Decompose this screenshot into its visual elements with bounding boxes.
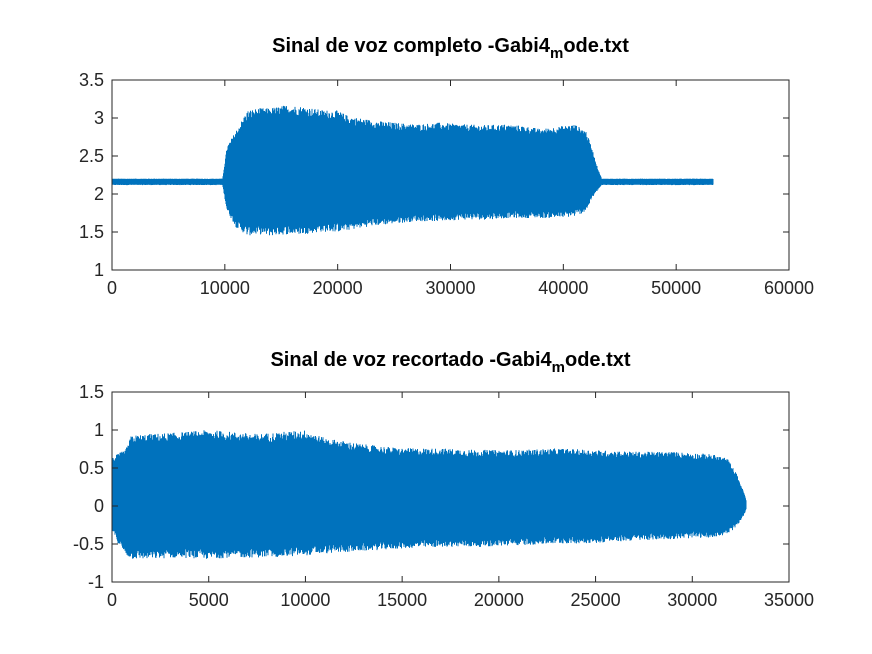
y-tick-label: 1: [94, 420, 104, 440]
x-tick-label: 15000: [377, 590, 427, 610]
x-tick-label: 5000: [189, 590, 229, 610]
x-tick-label: 30000: [425, 278, 475, 298]
y-tick-label: 2: [94, 184, 104, 204]
y-tick-label: 0.5: [79, 458, 104, 478]
x-tick-label: 10000: [280, 590, 330, 610]
x-tick-label: 30000: [667, 590, 717, 610]
y-tick-label: -1: [88, 572, 104, 592]
chart-title-suffix: ode.txt: [565, 349, 631, 371]
plot-trimmed-signal: Sinal de voz recortado -Gabi4mode.txt 0 50…: [73, 349, 814, 610]
x-tick-label: 35000: [764, 590, 814, 610]
x-tick-label: 0: [107, 278, 117, 298]
y-tick-label: 3.5: [79, 70, 104, 90]
signal-waveform: [111, 430, 747, 559]
y-tick-label: 1: [94, 260, 104, 280]
chart-title-main: Sinal de voz recortado -Gabi4: [270, 349, 552, 371]
x-tick-label: 20000: [313, 278, 363, 298]
y-tick-label: 2.5: [79, 146, 104, 166]
y-tick-label: 0: [94, 496, 104, 516]
signal-waveform: [111, 105, 714, 236]
y-tick-label: -0.5: [73, 534, 104, 554]
x-tick-label: 40000: [538, 278, 588, 298]
y-tick-label: 1.5: [79, 222, 104, 242]
axes-box: [111, 391, 790, 583]
chart-title-main: Sinal de voz completo -Gabi4: [272, 35, 551, 57]
y-tick-label: 3: [94, 108, 104, 128]
chart-title-suffix: ode.txt: [563, 35, 629, 57]
x-tick-label: 20000: [474, 590, 524, 610]
x-tick-label: 60000: [764, 278, 814, 298]
x-tick-label: 0: [107, 590, 117, 610]
chart-title: Sinal de voz recortado -Gabi4mode.txt: [270, 349, 630, 376]
x-tick-label: 10000: [200, 278, 250, 298]
x-tick-label: 50000: [651, 278, 701, 298]
chart-title-subscript: m: [552, 359, 565, 376]
chart-title: Sinal de voz completo -Gabi4mode.txt: [272, 35, 629, 62]
chart-title-subscript: m: [550, 45, 563, 62]
y-tick-label: 1.5: [79, 382, 104, 402]
plot-complete-signal: Sinal de voz completo -Gabi4mode.txt 0 100…: [79, 35, 814, 298]
x-tick-label: 25000: [571, 590, 621, 610]
